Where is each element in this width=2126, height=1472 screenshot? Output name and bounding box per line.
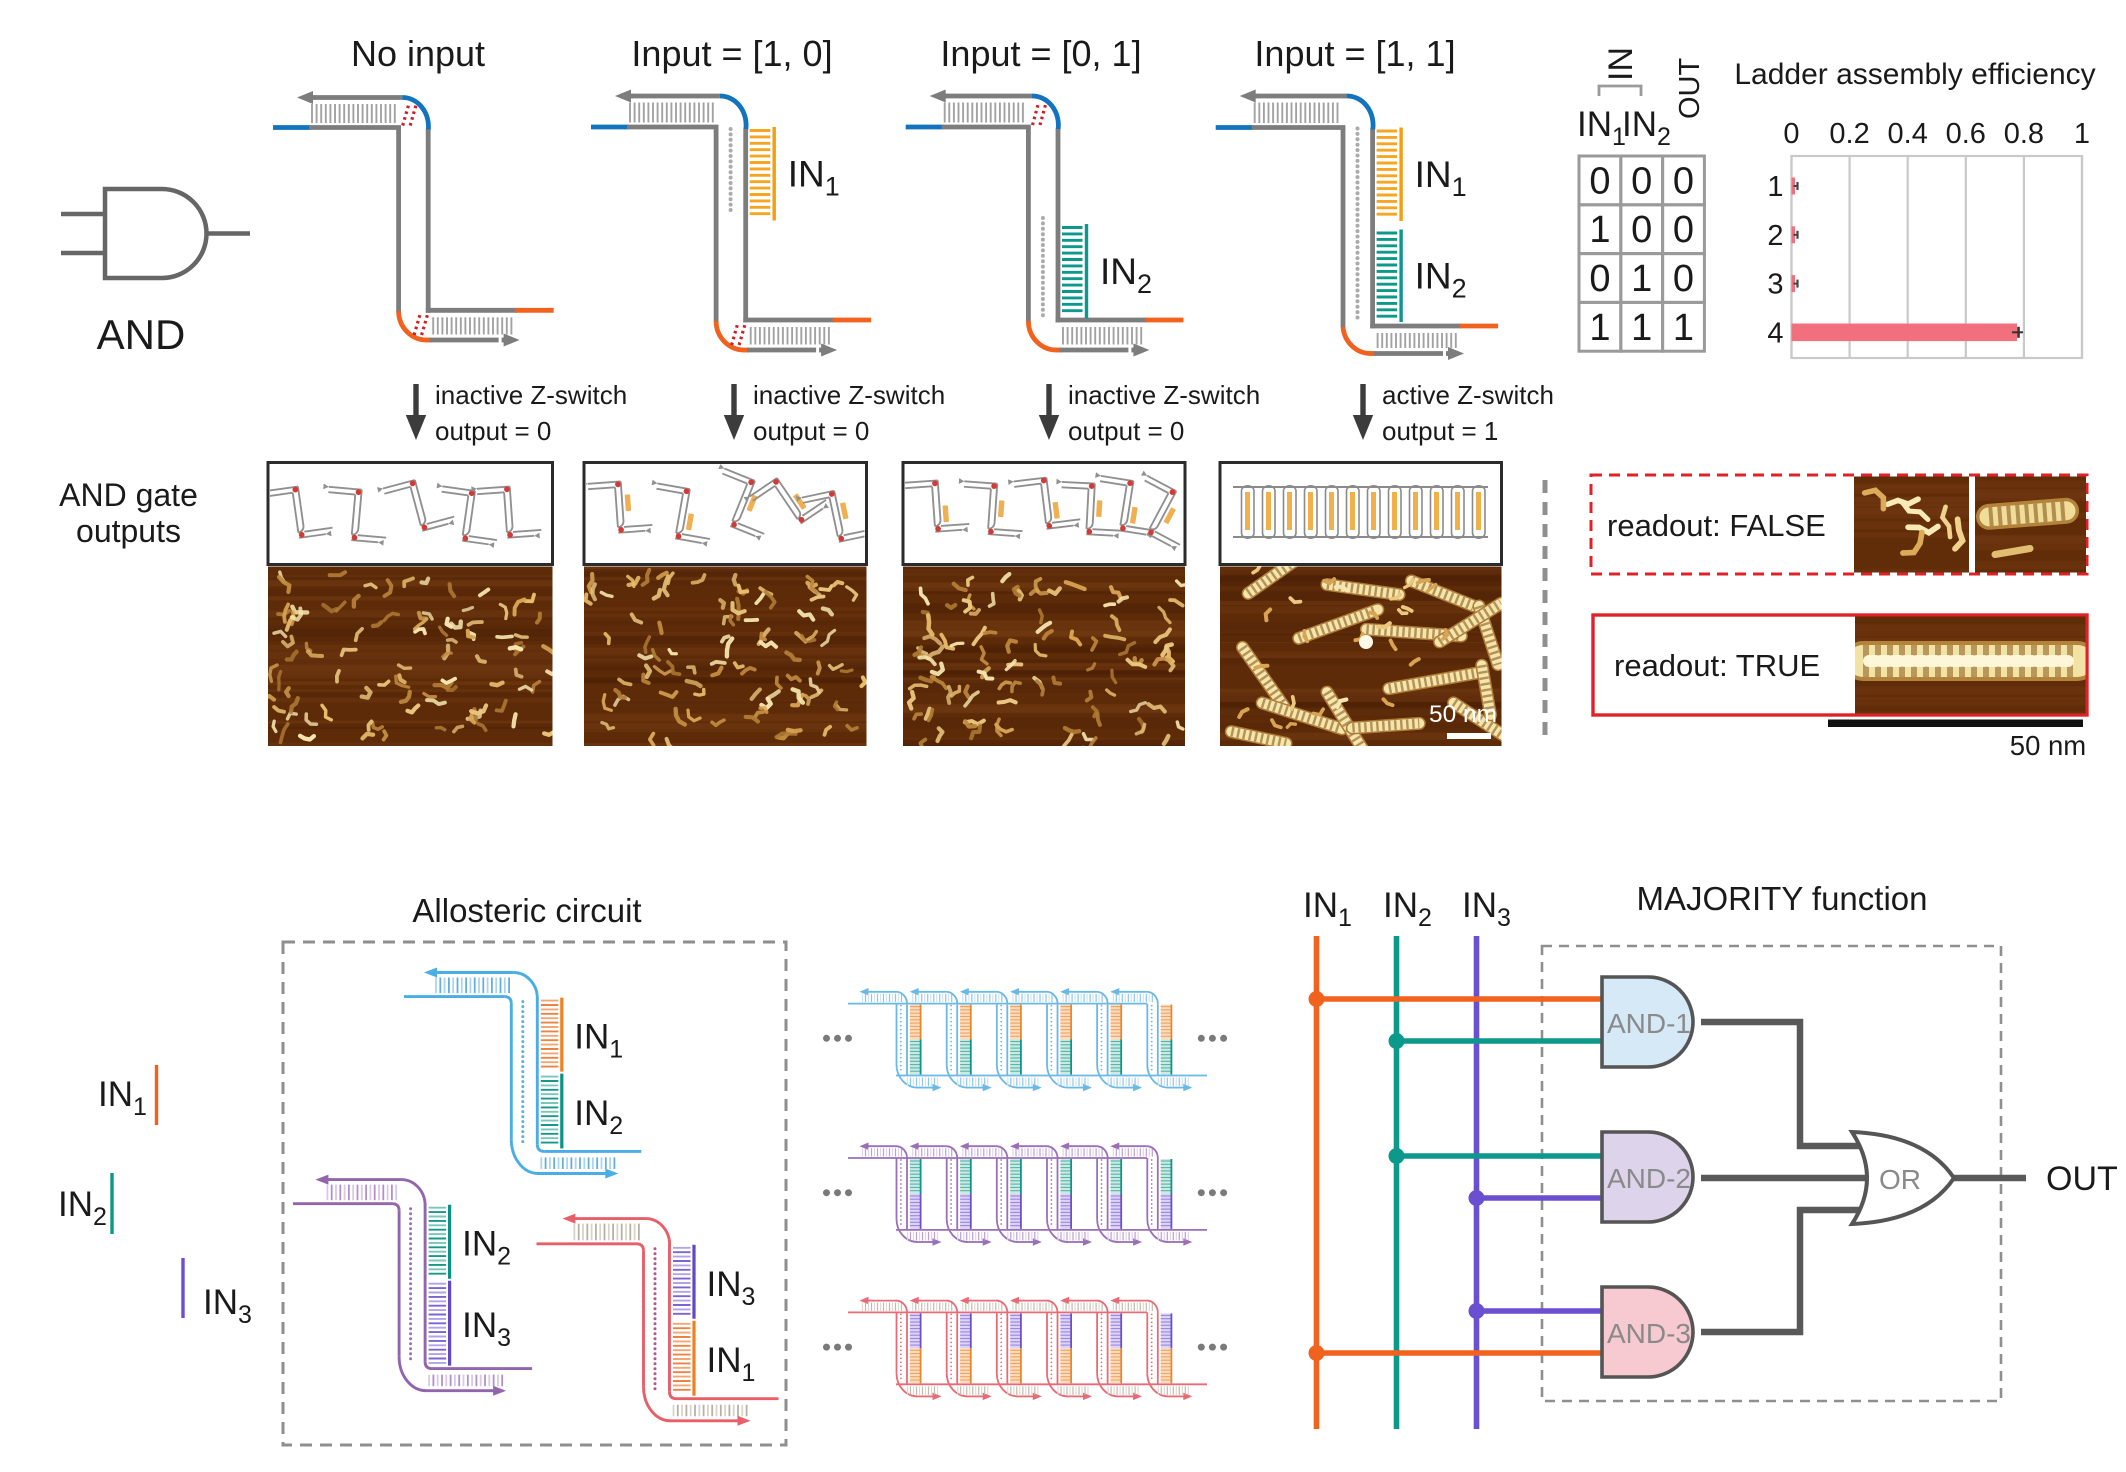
svg-text:2: 2 bbox=[1767, 220, 1783, 252]
svg-text:IN1: IN1 bbox=[574, 1018, 623, 1064]
svg-text:0.2: 0.2 bbox=[1829, 118, 1869, 150]
svg-text:OUT: OUT bbox=[2046, 1160, 2118, 1198]
svg-text:0: 0 bbox=[1631, 160, 1652, 202]
svg-text:1: 1 bbox=[1631, 258, 1652, 300]
svg-text:inactive Z-switch: inactive Z-switch bbox=[753, 380, 945, 410]
svg-text:0: 0 bbox=[1673, 160, 1694, 202]
svg-text:OR: OR bbox=[1879, 1164, 1921, 1195]
svg-text:Allosteric circuit: Allosteric circuit bbox=[412, 892, 641, 929]
svg-text:0: 0 bbox=[1589, 258, 1610, 300]
svg-text:1: 1 bbox=[1589, 307, 1610, 349]
svg-text:1: 1 bbox=[2074, 118, 2090, 150]
svg-text:MAJORITY function: MAJORITY function bbox=[1637, 880, 1928, 917]
svg-text:inactive Z-switch: inactive Z-switch bbox=[1068, 380, 1260, 410]
svg-text:0: 0 bbox=[1673, 258, 1694, 300]
svg-text:0: 0 bbox=[1783, 118, 1799, 150]
svg-text:0.6: 0.6 bbox=[1946, 118, 1986, 150]
svg-text:output = 0: output = 0 bbox=[753, 416, 869, 446]
svg-text:OUT: OUT bbox=[1674, 58, 1706, 120]
svg-text:IN: IN bbox=[1602, 47, 1640, 81]
svg-text:AND-1: AND-1 bbox=[1607, 1008, 1691, 1039]
svg-text:0.4: 0.4 bbox=[1888, 118, 1928, 150]
svg-text:AND: AND bbox=[97, 311, 186, 358]
svg-text:output = 0: output = 0 bbox=[435, 416, 551, 446]
svg-text:output = 1: output = 1 bbox=[1382, 416, 1498, 446]
svg-text:Ladder assembly efficiency: Ladder assembly efficiency bbox=[1734, 58, 2095, 91]
svg-text:1: 1 bbox=[1631, 307, 1652, 349]
svg-text:0: 0 bbox=[1589, 160, 1610, 202]
svg-text:AND gate: AND gate bbox=[59, 477, 198, 513]
svg-text:inactive Z-switch: inactive Z-switch bbox=[435, 380, 627, 410]
svg-text:1: 1 bbox=[1767, 171, 1783, 203]
svg-text:AND-3: AND-3 bbox=[1607, 1318, 1691, 1349]
svg-text:readout: TRUE: readout: TRUE bbox=[1614, 648, 1820, 683]
svg-text:Input = [1, 0]: Input = [1, 0] bbox=[631, 33, 832, 74]
svg-text:50 nm: 50 nm bbox=[2010, 730, 2086, 761]
svg-text:IN1: IN1 bbox=[1303, 886, 1352, 932]
svg-text:readout: FALSE: readout: FALSE bbox=[1607, 508, 1826, 543]
svg-text:active Z-switch: active Z-switch bbox=[1382, 380, 1554, 410]
svg-text:1: 1 bbox=[1589, 209, 1610, 251]
svg-text:0: 0 bbox=[1631, 209, 1652, 251]
svg-text:outputs: outputs bbox=[76, 513, 181, 549]
svg-text:Input = [0, 1]: Input = [0, 1] bbox=[940, 33, 1141, 74]
svg-text:0: 0 bbox=[1673, 209, 1694, 251]
svg-text:0.8: 0.8 bbox=[2004, 118, 2044, 150]
svg-text:AND-2: AND-2 bbox=[1607, 1163, 1691, 1194]
svg-text:4: 4 bbox=[1767, 317, 1783, 349]
svg-text:1: 1 bbox=[1673, 307, 1694, 349]
svg-text:IN1: IN1 bbox=[788, 154, 840, 202]
svg-text:No input: No input bbox=[351, 33, 485, 74]
svg-text:50 nm: 50 nm bbox=[1429, 701, 1497, 728]
svg-text:output = 0: output = 0 bbox=[1068, 416, 1184, 446]
svg-text:Input = [1, 1]: Input = [1, 1] bbox=[1254, 33, 1455, 74]
svg-text:3: 3 bbox=[1767, 269, 1783, 301]
